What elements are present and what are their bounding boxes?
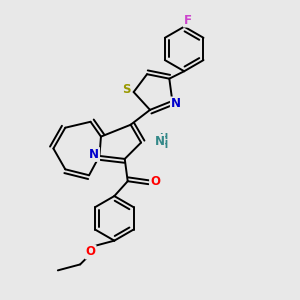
Text: O: O (150, 175, 160, 188)
Text: N: N (171, 98, 181, 110)
Text: H: H (159, 133, 167, 142)
Text: N: N (89, 148, 99, 161)
Text: N: N (154, 135, 164, 148)
Text: O: O (85, 245, 96, 258)
Text: F: F (184, 14, 192, 27)
Text: S: S (122, 83, 130, 96)
Text: H: H (159, 140, 167, 150)
